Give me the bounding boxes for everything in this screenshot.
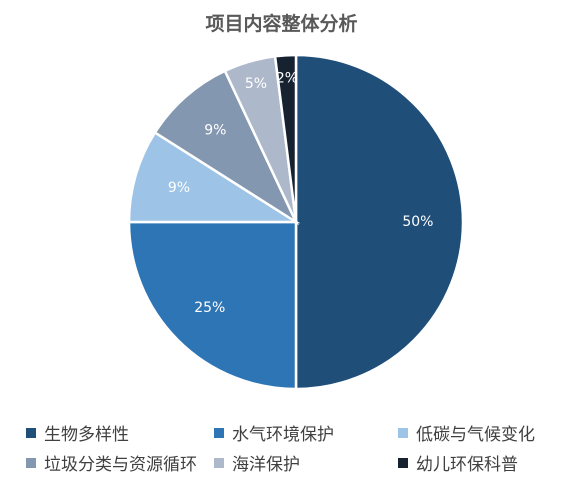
pie-slice bbox=[127, 220, 298, 391]
slice-label: 9% bbox=[168, 180, 190, 196]
slice-label: 2% bbox=[276, 71, 298, 87]
slice-label: 9% bbox=[204, 123, 226, 139]
pie-slice bbox=[294, 53, 465, 391]
pie-slice bbox=[273, 53, 298, 223]
chart-title: 项目内容整体分析 bbox=[205, 13, 358, 35]
slice-label: 25% bbox=[194, 300, 225, 316]
slice-label: 5% bbox=[245, 76, 267, 92]
pie-slice bbox=[127, 130, 301, 224]
slice-label: 50% bbox=[402, 214, 433, 230]
pie-slice bbox=[153, 69, 299, 226]
